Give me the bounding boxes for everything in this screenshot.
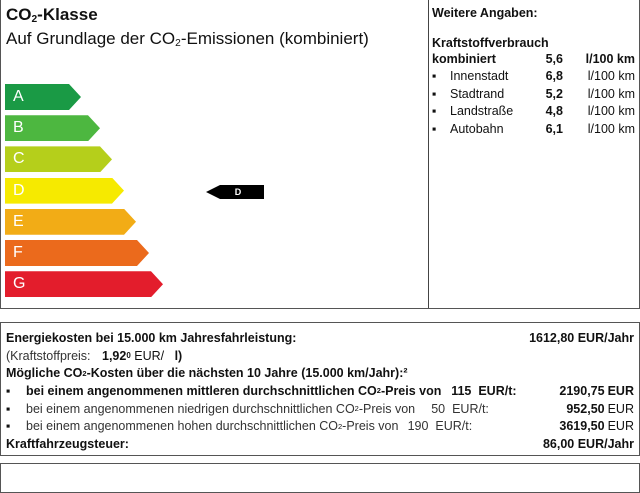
bullet-icon: ▪: [6, 383, 11, 398]
class-bar-d: D: [5, 178, 124, 204]
bullet-icon: ▪: [432, 104, 437, 119]
consumption-heading: Kraftstoffverbrauch: [432, 36, 549, 50]
consumption-item: ▪ Stadtrand 5,2 l/100 km: [432, 86, 635, 101]
footnote-panel: [0, 463, 640, 493]
fuel-price-row: (Kraftstoffpreis: 1,92 0 EUR/ l): [6, 348, 183, 363]
consumption-item: ▪ Landstraße 4,8 l/100 km: [432, 104, 635, 119]
class-bar-b: B: [5, 115, 100, 141]
further-details: Weitere Angaben: Kraftstoffverbrauch kom…: [432, 0, 635, 138]
co2-class-section: CO2-Klasse Auf Grundlage der CO2-Emissio…: [1, 0, 429, 308]
class-bar-e: E: [5, 209, 136, 235]
consumption-item: ▪ Autobahn 6,1 l/100 km: [432, 121, 635, 136]
vehicle-tax-row: Kraftfahrzeugsteuer: 86,00 EUR/Jahr: [6, 436, 634, 451]
co2-costs-heading: Mögliche CO 2 -Kosten über die nächsten 10…: [6, 366, 408, 381]
bullet-icon: ▪: [432, 69, 437, 84]
current-class-pointer: D: [206, 185, 264, 199]
class-bar-g: G: [5, 271, 163, 297]
co2-scenario-row: ▪ bei einem angenommenen niedrigen durchs…: [6, 401, 634, 416]
energy-costs-row: Energiekosten bei 15.000 km Jahresfahrle…: [6, 330, 634, 345]
co2-scenario-row: ▪ bei einem angenommenen mittleren durchs…: [6, 383, 634, 398]
class-bar-a: A: [5, 84, 81, 110]
class-bar-c: C: [5, 146, 112, 172]
details-heading: Weitere Angaben:: [432, 6, 538, 20]
co2-scenario-row: ▪ bei einem angenommenen hohen durchschni…: [6, 419, 634, 434]
costs-panel: Energiekosten bei 15.000 km Jahresfahrle…: [0, 322, 640, 456]
bullet-icon: ▪: [432, 121, 437, 136]
co2-class-title: CO2-Klasse: [6, 5, 98, 26]
bullet-icon: ▪: [432, 86, 437, 101]
class-bar-f: F: [5, 240, 149, 266]
co2-class-subtitle: Auf Grundlage der CO2-Emissionen (kombin…: [6, 29, 369, 50]
consumption-combined: kombiniert 5,6 l/100 km: [432, 51, 635, 66]
bullet-icon: ▪: [6, 419, 11, 434]
consumption-item: ▪ Innenstadt 6,8 l/100 km: [432, 69, 635, 84]
bullet-icon: ▪: [6, 401, 11, 416]
co2-label-panel: CO2-Klasse Auf Grundlage der CO2-Emissio…: [0, 0, 640, 309]
